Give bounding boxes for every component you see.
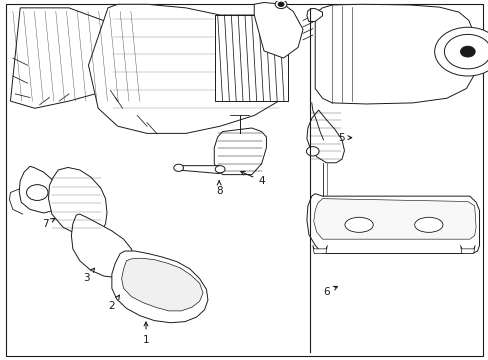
Circle shape — [306, 147, 319, 156]
Polygon shape — [19, 166, 58, 213]
Ellipse shape — [414, 217, 442, 232]
Polygon shape — [306, 110, 344, 163]
Polygon shape — [10, 8, 157, 108]
Polygon shape — [71, 214, 135, 278]
Circle shape — [278, 2, 284, 6]
Text: 3: 3 — [82, 268, 94, 283]
Text: 4: 4 — [240, 171, 264, 186]
Polygon shape — [313, 199, 475, 239]
Circle shape — [444, 35, 488, 69]
Circle shape — [173, 164, 183, 171]
Polygon shape — [306, 194, 479, 253]
Text: 8: 8 — [215, 181, 222, 197]
Polygon shape — [460, 245, 474, 253]
Polygon shape — [214, 128, 266, 175]
Polygon shape — [215, 15, 288, 101]
Polygon shape — [112, 251, 207, 323]
Polygon shape — [306, 9, 322, 22]
Text: 5: 5 — [337, 133, 351, 143]
Circle shape — [434, 27, 488, 76]
Polygon shape — [122, 258, 203, 311]
Text: 2: 2 — [108, 295, 119, 311]
Polygon shape — [88, 4, 288, 134]
Polygon shape — [254, 3, 303, 58]
Polygon shape — [312, 245, 327, 253]
Polygon shape — [315, 4, 475, 104]
Text: 7: 7 — [42, 219, 55, 229]
Polygon shape — [177, 166, 222, 174]
Circle shape — [275, 0, 286, 9]
Text: 6: 6 — [323, 287, 337, 297]
Circle shape — [215, 166, 224, 173]
Circle shape — [460, 46, 474, 57]
Polygon shape — [48, 167, 107, 234]
Ellipse shape — [344, 217, 372, 232]
Circle shape — [26, 185, 48, 201]
Text: 1: 1 — [142, 322, 149, 345]
